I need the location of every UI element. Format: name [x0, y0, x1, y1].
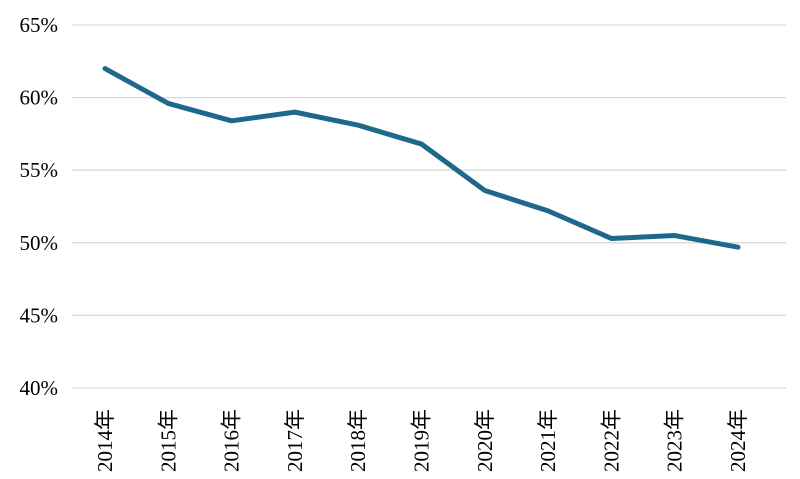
- x-axis-tick-label: 2017年: [283, 409, 307, 472]
- y-axis-tick-label: 50%: [20, 231, 59, 255]
- x-axis-tick-label: 2021年: [536, 409, 560, 472]
- x-axis-tick-label: 2018年: [346, 409, 370, 472]
- x-axis-tick-label: 2014年: [93, 409, 117, 472]
- y-axis-tick-label: 65%: [20, 13, 59, 37]
- y-axis-tick-label: 55%: [20, 158, 59, 182]
- y-axis-tick-label: 40%: [20, 376, 59, 400]
- x-axis-tick-label: 2023年: [663, 409, 687, 472]
- x-axis-tick-label: 2022年: [599, 409, 623, 472]
- x-axis-tick-label: 2020年: [473, 409, 497, 472]
- x-axis-tick-label: 2024年: [726, 409, 750, 472]
- x-axis-tick-label: 2015年: [156, 409, 180, 472]
- data-line: [102, 66, 741, 250]
- y-axis-tick-label: 60%: [20, 86, 59, 110]
- x-axis-tick-label: 2016年: [220, 409, 244, 472]
- x-axis-tick-label: 2019年: [410, 409, 434, 472]
- y-axis-tick-label: 45%: [20, 303, 59, 327]
